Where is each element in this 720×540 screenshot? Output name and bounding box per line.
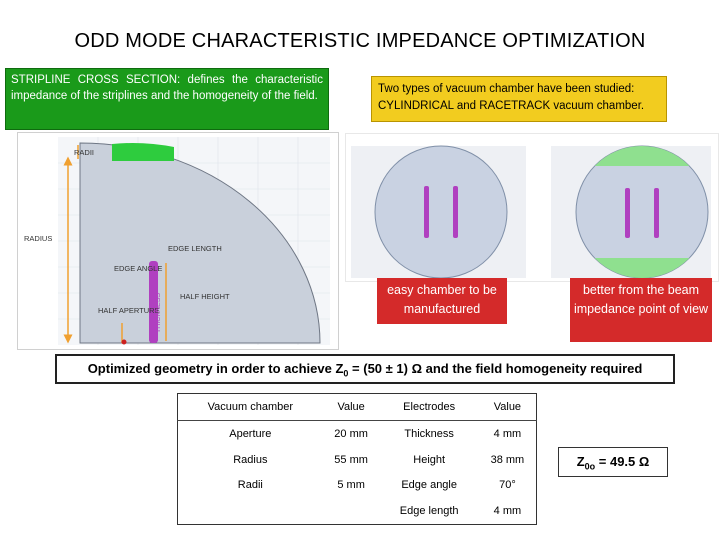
header-vacuum-chamber: Vacuum chamber [177, 393, 323, 421]
table-cell: 20 mm [334, 427, 368, 440]
table-row: Radius 55 mm Height 38 mm [178, 447, 537, 473]
electrode-shape [149, 261, 158, 343]
result-suffix: = 49.5 Ω [595, 454, 650, 469]
racetrack-electrode-left [625, 188, 630, 238]
header-value: Value [322, 393, 380, 421]
cylindrical-label: easy chamber to be manufactured [377, 278, 507, 324]
chamber-types-note: Two types of vacuum chamber have been st… [371, 76, 667, 122]
table-cell: 38 mm [490, 453, 525, 466]
label-half-aperture: HALF APERTURE [98, 306, 160, 315]
table-cell: Height [413, 453, 446, 466]
table-cell [178, 498, 323, 524]
origin-point [121, 339, 127, 345]
table-cell: 4 mm [493, 427, 522, 440]
table-cell: 70° [499, 479, 516, 492]
cylindrical-electrode-right [453, 186, 458, 238]
table-cell: 5 mm [337, 479, 365, 492]
header-value: Value [478, 393, 537, 421]
table-cell [323, 498, 380, 524]
flat-top-segment [112, 143, 174, 161]
stripline-note: STRIPLINE CROSS SECTION: defines the cha… [5, 68, 329, 130]
page-title: ODD MODE CHARACTERISTIC IMPEDANCE OPTIMI… [74, 30, 646, 52]
cylindrical-electrode-left [424, 186, 429, 238]
table-cell: Thickness [404, 427, 454, 440]
table-row: Edge length 4 mm [178, 498, 537, 524]
table-cell: 4 mm [493, 505, 522, 518]
optimization-prefix: Optimized geometry in order to achieve Z [87, 361, 344, 376]
racetrack-electrode-right [654, 188, 659, 238]
cross-section-svg: RADII RADIUS EDGE LENGTH EDGE ANGLE HALF… [24, 137, 330, 345]
cylindrical-chamber [374, 145, 508, 279]
label-edge-angle: EDGE ANGLE [114, 264, 162, 273]
table-header-row: Vacuum chamber Value Electrodes Value [177, 393, 537, 421]
chambers-svg [351, 145, 711, 279]
label-half-height: HALF HEIGHT [180, 292, 230, 301]
label-radii: RADII [74, 148, 94, 157]
table-cell: Radii [237, 479, 263, 492]
label-radius: RADIUS [24, 234, 52, 243]
parameters-table: Vacuum chamber Value Electrodes Value Ap… [177, 393, 537, 525]
table-cell: 55 mm [334, 453, 368, 466]
impedance-result: Z0o = 49.5 Ω [558, 447, 668, 477]
label-edge-length: EDGE LENGTH [168, 244, 222, 253]
chamber-comparison-panel [345, 133, 719, 282]
optimization-suffix: = (50 ± 1) Ω and the field homogeneity r… [348, 361, 643, 376]
table-row: Radii 5 mm Edge angle 70° [178, 472, 537, 498]
result-prefix: Z [576, 454, 585, 469]
optimization-goal: Optimized geometry in order to achieve Z… [55, 354, 675, 384]
table-row: Aperture 20 mm Thickness 4 mm [178, 421, 537, 447]
table-cell: Radius [233, 453, 268, 466]
result-subscript: 0o [584, 461, 596, 472]
table-cell: Aperture [229, 427, 272, 440]
label-thickness: THICKNESS [155, 293, 162, 333]
table-cell: Edge angle [401, 479, 457, 492]
table-cell: Edge length [399, 505, 459, 518]
optimization-subscript: 0 [343, 368, 349, 379]
header-electrodes: Electrodes [379, 393, 479, 421]
stripline-cross-section-diagram: RADII RADIUS EDGE LENGTH EDGE ANGLE HALF… [17, 132, 339, 350]
racetrack-label: better from the beam impedance point of … [570, 278, 712, 342]
